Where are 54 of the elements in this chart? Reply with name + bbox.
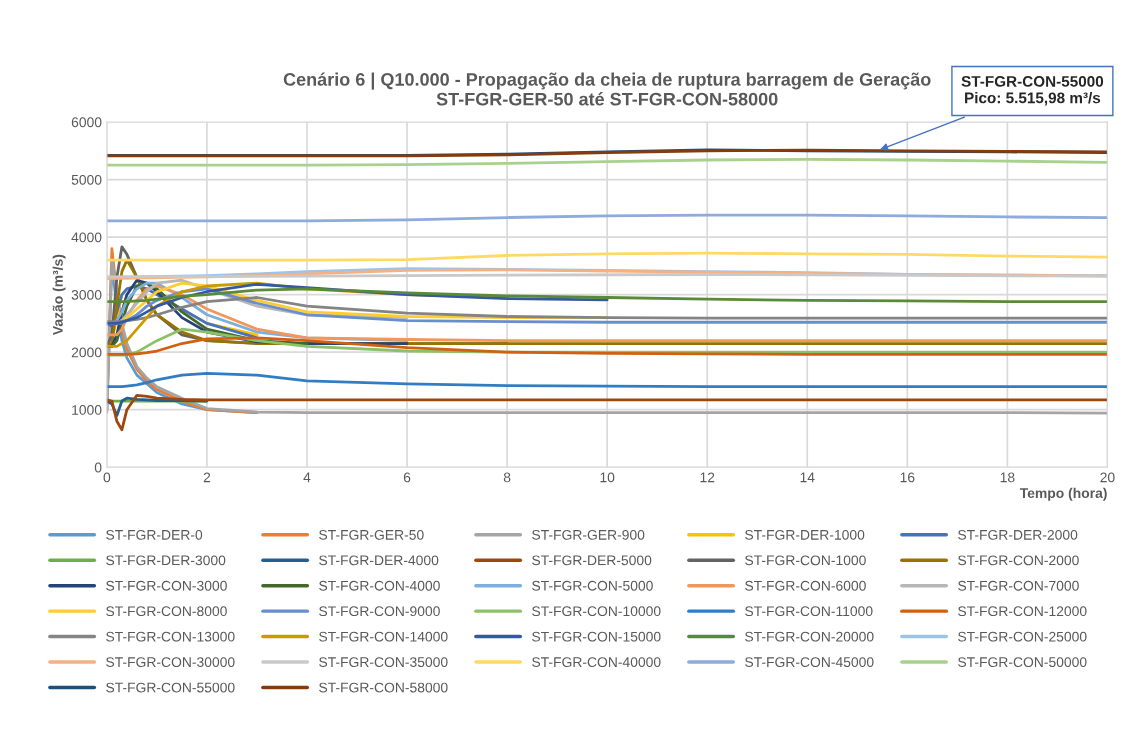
y-tick-label: 1000 — [72, 405, 102, 415]
legend-label: ST-FGR-DER-4000 — [319, 555, 439, 566]
legend-label: ST-FGR-CON-13000 — [106, 631, 235, 642]
y-tick-label: 6000 — [71, 117, 102, 128]
legend-label: ST-FGR-CON-7000 — [958, 580, 1079, 591]
y-tick-label: 2000 — [71, 347, 102, 358]
legend-label: ST-FGR-CON-40000 — [532, 657, 661, 668]
legend-label: ST-FGR-GER-50 — [319, 529, 424, 540]
legend-label: ST-FGR-CON-1000 — [745, 555, 866, 566]
y-axis-title: Vazão (m³/s) — [52, 254, 66, 336]
x-tick-label: 10 — [600, 472, 615, 483]
x-tick-label: 6 — [403, 472, 411, 483]
x-tick-label: 8 — [503, 472, 511, 483]
x-tick-label: 16 — [900, 472, 915, 483]
legend-label: ST-FGR-DER-5000 — [532, 555, 652, 566]
x-tick-label: 0 — [103, 472, 111, 483]
legend-label: ST-FGR-CON-2000 — [958, 555, 1079, 566]
legend-label: ST-FGR-CON-10000 — [532, 606, 661, 617]
legend-label: ST-FGR-CON-6000 — [745, 580, 866, 591]
legend-label: ST-FGR-CON-11000 — [745, 606, 873, 617]
x-tick-label: 4 — [303, 472, 311, 483]
legend-label: ST-FGR-CON-9000 — [319, 606, 440, 617]
legend-label: ST-FGR-CON-12000 — [958, 606, 1087, 617]
x-tick-label: 18 — [1000, 472, 1015, 483]
x-tick-label: 20 — [1100, 472, 1115, 483]
legend-label: ST-FGR-GER-900 — [532, 529, 645, 540]
legend-label: ST-FGR-CON-14000 — [319, 631, 448, 642]
x-axis-title: Tempo (hora) — [1019, 487, 1107, 501]
x-tick-label: 2 — [203, 472, 211, 483]
legend-label: ST-FGR-CON-30000 — [106, 657, 235, 668]
y-tick-label: 0 — [94, 462, 102, 473]
legend-label: ST-FGR-CON-25000 — [958, 631, 1087, 642]
annotation: ST-FGR-CON-55000 Pico: 5.515,98 m³/s — [961, 76, 1104, 106]
legend-label: ST-FGR-CON-20000 — [745, 631, 874, 642]
legend-label: ST-FGR-CON-8000 — [106, 606, 227, 617]
legend-label: ST-FGR-CON-35000 — [319, 657, 448, 668]
legend-label: ST-FGR-CON-50000 — [958, 657, 1087, 668]
legend-label: ST-FGR-CON-3000 — [106, 580, 227, 591]
legend-label: ST-FGR-DER-1000 — [745, 529, 865, 540]
y-tick-label: 3000 — [71, 289, 102, 300]
legend-label: ST-FGR-CON-45000 — [745, 657, 874, 668]
legend-label: ST-FGR-DER-2000 — [958, 529, 1078, 540]
x-tick-label: 12 — [700, 472, 715, 483]
x-tick-label: 14 — [800, 472, 815, 483]
legend-label: ST-FGR-DER-3000 — [106, 555, 226, 566]
legend-label: ST-FGR-CON-4000 — [319, 580, 440, 591]
chart-title: Cenário 6 | Q10.000 - Propagação da cheia de ruptura barragem de Geração ST-FGR-GER-50 até ST-FGR-CON-58000 — [283, 72, 931, 106]
legend-label: ST-FGR-CON-55000 — [106, 682, 235, 693]
y-tick-label: 4000 — [71, 232, 102, 243]
legend-label: ST-FGR-DER-0 — [106, 529, 203, 540]
legend-label: ST-FGR-CON-15000 — [532, 631, 661, 642]
legend-label: ST-FGR-CON-5000 — [532, 580, 653, 591]
legend-label: ST-FGR-CON-58000 — [319, 682, 448, 693]
y-tick-label: 5000 — [71, 174, 102, 185]
